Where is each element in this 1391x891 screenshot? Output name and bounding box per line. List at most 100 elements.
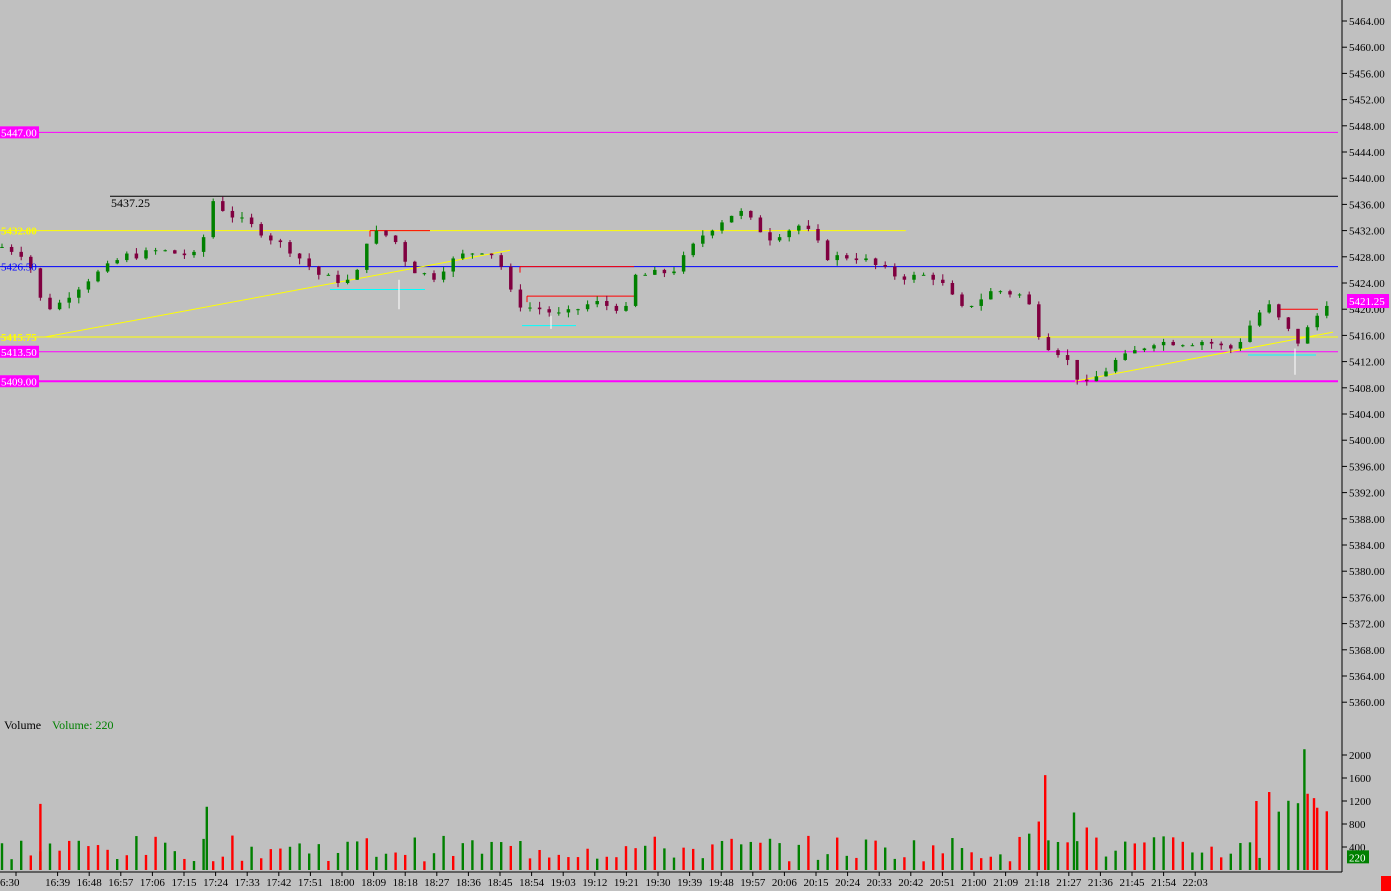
volume-bar[interactable]: [893, 858, 896, 870]
candle-body[interactable]: [470, 253, 475, 255]
volume-bar[interactable]: [452, 855, 455, 870]
candle-body[interactable]: [902, 276, 907, 280]
candle-body[interactable]: [1008, 291, 1012, 295]
volume-bar[interactable]: [288, 846, 292, 870]
volume-bar[interactable]: [336, 852, 340, 870]
volume-bar[interactable]: [205, 806, 208, 870]
volume-bar[interactable]: [10, 859, 13, 870]
volume-bar[interactable]: [960, 848, 964, 870]
candle-body[interactable]: [77, 289, 81, 298]
volume-bar[interactable]: [1104, 856, 1108, 870]
candle-body[interactable]: [1325, 305, 1329, 316]
candle-body[interactable]: [633, 274, 638, 306]
volume-bar[interactable]: [77, 840, 80, 870]
candle-body[interactable]: [1296, 328, 1300, 344]
candle-body[interactable]: [384, 230, 388, 236]
candle-body[interactable]: [672, 271, 676, 274]
candle-body[interactable]: [1181, 345, 1185, 347]
volume-bar[interactable]: [1047, 840, 1050, 870]
volume-bar[interactable]: [480, 853, 484, 870]
volume-bar[interactable]: [941, 853, 944, 870]
volume-bar[interactable]: [96, 845, 100, 870]
candle-body[interactable]: [413, 261, 417, 274]
volume-bar[interactable]: [1044, 775, 1047, 870]
volume-bar[interactable]: [1210, 846, 1213, 870]
volume-bar[interactable]: [932, 845, 935, 870]
candle-body[interactable]: [1133, 350, 1137, 354]
volume-bar[interactable]: [1133, 843, 1136, 870]
candle-body[interactable]: [173, 250, 177, 254]
candle-body[interactable]: [566, 309, 571, 313]
volume-bar[interactable]: [461, 843, 464, 870]
candle-body[interactable]: [422, 273, 427, 275]
volume-bar[interactable]: [1172, 837, 1175, 870]
volume-bar[interactable]: [855, 857, 858, 870]
candle-body[interactable]: [1248, 325, 1252, 342]
candle-body[interactable]: [1085, 379, 1089, 382]
candle-body[interactable]: [681, 255, 686, 272]
candle-body[interactable]: [221, 201, 225, 211]
candle-body[interactable]: [182, 253, 187, 256]
volume-bar[interactable]: [519, 841, 522, 870]
candle-body[interactable]: [854, 258, 859, 261]
candle-body[interactable]: [653, 269, 657, 275]
candle-body[interactable]: [1017, 294, 1022, 296]
volume-bar[interactable]: [240, 860, 244, 870]
candle-body[interactable]: [1305, 327, 1310, 344]
candle-body[interactable]: [240, 217, 244, 219]
volume-bar[interactable]: [778, 843, 781, 870]
volume-bar[interactable]: [845, 855, 848, 870]
volume-bar[interactable]: [154, 836, 157, 870]
volume-bar[interactable]: [509, 845, 512, 870]
volume-bar[interactable]: [317, 844, 320, 870]
candle-body[interactable]: [758, 217, 763, 233]
candle-body[interactable]: [1113, 359, 1118, 372]
candle-body[interactable]: [921, 274, 926, 276]
candle-body[interactable]: [729, 215, 734, 223]
volume-bar[interactable]: [1239, 843, 1242, 870]
candle-body[interactable]: [797, 225, 801, 231]
candle-body[interactable]: [585, 304, 590, 310]
volume-bar[interactable]: [308, 853, 311, 870]
candle-body[interactable]: [1065, 355, 1070, 360]
candle-body[interactable]: [883, 264, 887, 267]
volume-bar[interactable]: [970, 852, 973, 870]
candle-body[interactable]: [710, 230, 715, 236]
candle-body[interactable]: [941, 279, 945, 283]
volume-bar[interactable]: [1200, 852, 1204, 870]
volume-bar[interactable]: [672, 857, 676, 870]
volume-bar[interactable]: [20, 840, 23, 870]
candle-body[interactable]: [998, 291, 1003, 293]
volume-bar[interactable]: [260, 858, 263, 870]
volume-bar[interactable]: [87, 846, 90, 870]
candle-body[interactable]: [614, 305, 619, 311]
candle-body[interactable]: [259, 224, 263, 236]
candle-body[interactable]: [432, 273, 436, 280]
volume-bar[interactable]: [202, 838, 205, 870]
candle-body[interactable]: [192, 251, 196, 256]
candle-body[interactable]: [509, 266, 513, 290]
volume-bar[interactable]: [1306, 793, 1309, 870]
candle-body[interactable]: [845, 255, 849, 259]
candle-body[interactable]: [557, 312, 561, 314]
volume-bar[interactable]: [711, 844, 714, 870]
volume-bar[interactable]: [471, 840, 474, 870]
volume-bar[interactable]: [1124, 841, 1127, 870]
candle-body[interactable]: [336, 274, 340, 283]
volume-bar[interactable]: [1303, 749, 1306, 870]
volume-bar[interactable]: [528, 858, 532, 870]
volume-bar[interactable]: [144, 854, 148, 870]
volume-bar[interactable]: [116, 859, 119, 870]
volume-bar[interactable]: [951, 838, 954, 870]
candle-body[interactable]: [1142, 348, 1147, 351]
volume-bar[interactable]: [1018, 836, 1021, 870]
candle-body[interactable]: [441, 271, 446, 280]
volume-bar[interactable]: [29, 855, 32, 870]
candle-body[interactable]: [403, 242, 407, 262]
candle-body[interactable]: [605, 301, 609, 306]
volume-bar[interactable]: [788, 861, 791, 870]
volume-bar[interactable]: [269, 849, 272, 870]
volume-bar[interactable]: [365, 838, 368, 870]
candle-body[interactable]: [1161, 341, 1166, 346]
volume-bar[interactable]: [1229, 853, 1232, 870]
